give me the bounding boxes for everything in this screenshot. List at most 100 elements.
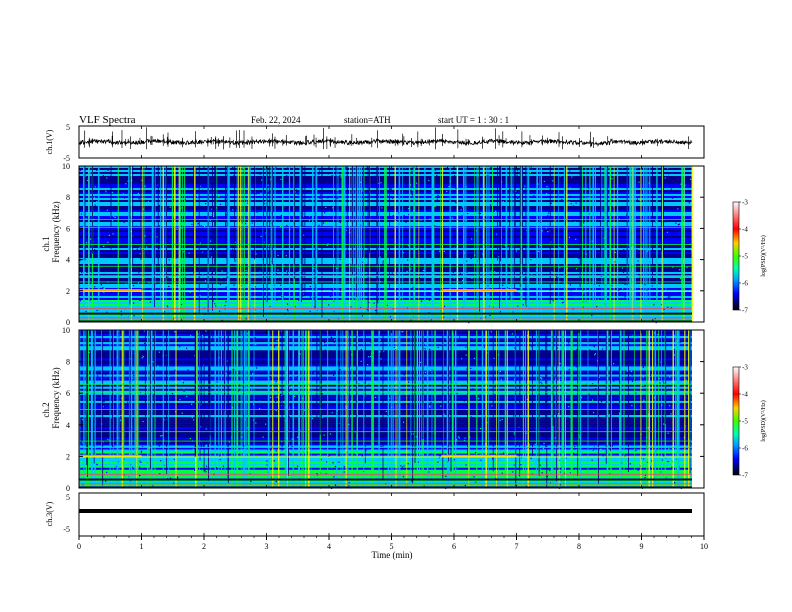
spectrogram-noise	[108, 377, 110, 379]
spectrogram-noise	[463, 400, 465, 402]
spectrogram-noise	[412, 287, 414, 289]
spectrogram-noise	[319, 197, 321, 199]
spectrogram-noise	[171, 471, 173, 473]
spectrogram-noise	[189, 298, 191, 300]
spectrogram-noise	[455, 439, 458, 441]
spectrogram-noise	[336, 189, 338, 191]
spectrogram-noise	[662, 443, 664, 445]
spectrogram-tone-line	[79, 244, 692, 245]
spectrogram-gap	[92, 166, 93, 254]
spectrogram-noise	[313, 310, 315, 312]
spectrogram-noise	[120, 415, 122, 418]
spectrogram-noise	[345, 208, 347, 210]
spectrogram-noise	[671, 466, 673, 468]
spectrogram-noise	[656, 382, 658, 385]
spectrogram-noise	[526, 398, 528, 401]
spectrogram-gap	[110, 166, 112, 250]
spectrogram-noise	[252, 403, 255, 405]
spectrogram-noise	[675, 202, 678, 204]
spectrogram-noise	[525, 432, 527, 434]
spectrogram-noise	[439, 455, 441, 457]
spectrogram-noise	[470, 219, 472, 221]
spectrogram-noise	[298, 182, 300, 184]
spectrogram-noise	[120, 310, 122, 313]
spectrogram-noise	[158, 351, 160, 353]
spectrogram-noise	[407, 421, 409, 423]
spectrogram-noise	[401, 177, 403, 179]
spectrogram-gap	[319, 330, 321, 435]
spectrogram-noise	[429, 331, 431, 333]
spectrogram-noise	[295, 330, 297, 332]
spectrogram-noise	[268, 245, 270, 247]
spectrogram-noise	[593, 247, 595, 249]
spectrogram-noise	[81, 333, 83, 335]
spectrogram-noise	[424, 371, 426, 374]
spectrogram-noise	[485, 248, 487, 250]
spectrogram-noise	[131, 310, 133, 312]
spectrogram-noise	[264, 203, 266, 205]
spectrogram-noise	[526, 334, 528, 337]
spectrogram-noise	[216, 381, 218, 383]
spectrogram-noise	[623, 249, 625, 251]
spectrogram-noise	[275, 272, 277, 275]
spectrogram-noise	[640, 297, 643, 299]
spectrogram-noise	[404, 167, 406, 169]
spectrogram-noise	[390, 230, 392, 232]
spectrogram-noise	[266, 424, 268, 426]
spectrogram-noise	[528, 184, 531, 186]
spectrogram-noise	[596, 365, 598, 367]
spectrogram-noise	[476, 379, 479, 381]
spectrogram-noise	[555, 311, 557, 313]
spectrogram-noise	[374, 175, 376, 177]
spectrogram-noise	[322, 252, 324, 254]
spectrogram-noise	[405, 221, 407, 223]
spectrogram-lf-line	[79, 320, 692, 323]
spectrogram-noise	[155, 459, 157, 462]
spectrogram-noise	[639, 277, 641, 279]
spectrogram-noise	[170, 398, 172, 400]
spectrogram-noise	[419, 400, 421, 402]
spectrogram-noise	[138, 338, 140, 340]
spectrogram-noise	[566, 420, 568, 422]
spectrogram-gap	[294, 166, 296, 279]
spectrogram-noise	[209, 293, 211, 295]
spectrogram-band	[79, 330, 692, 333]
spectrogram-noise	[220, 386, 222, 389]
spectrogram-noise	[280, 393, 282, 395]
spectrogram-noise	[541, 378, 543, 380]
spectrogram-gap	[203, 330, 205, 473]
spectrogram-noise	[391, 257, 393, 259]
spectrogram-noise	[433, 227, 435, 230]
spectrogram-noise	[104, 288, 106, 290]
spectrogram-noise	[641, 464, 643, 466]
spectrogram-band	[79, 336, 692, 339]
spectrogram-noise	[377, 397, 379, 399]
spectrogram-noise	[573, 419, 575, 421]
spectrogram-noise	[677, 224, 679, 226]
spectrogram-noise	[221, 258, 223, 260]
spectrogram-noise	[148, 330, 150, 332]
spectrogram-gap	[606, 166, 608, 247]
spectrogram-noise	[289, 442, 291, 444]
spectrogram-band	[79, 388, 692, 391]
spectrogram-gap	[663, 166, 664, 257]
spectrogram-noise	[624, 283, 626, 285]
ch2-spectrogram-image	[79, 330, 704, 489]
spectrogram-noise	[591, 439, 593, 441]
spectrogram-noise	[333, 426, 335, 428]
spectrogram-noise	[458, 215, 460, 217]
spectrogram-noise	[444, 439, 446, 441]
spectrogram-noise	[383, 350, 385, 352]
spectrogram-noise	[323, 404, 325, 406]
spectrogram-noise	[596, 364, 598, 366]
spectrogram-noise	[509, 286, 511, 288]
spectrogram-noise	[285, 255, 287, 257]
spectrogram-noise	[576, 389, 578, 391]
spectrogram-noise	[232, 209, 234, 211]
spectrogram-noise	[460, 209, 462, 211]
spectrogram-noise	[636, 211, 638, 213]
spectrogram-noise	[407, 207, 410, 210]
spectrogram-noise	[444, 216, 446, 218]
spectrogram-noise	[574, 269, 576, 272]
spectrogram-noise	[99, 219, 101, 221]
